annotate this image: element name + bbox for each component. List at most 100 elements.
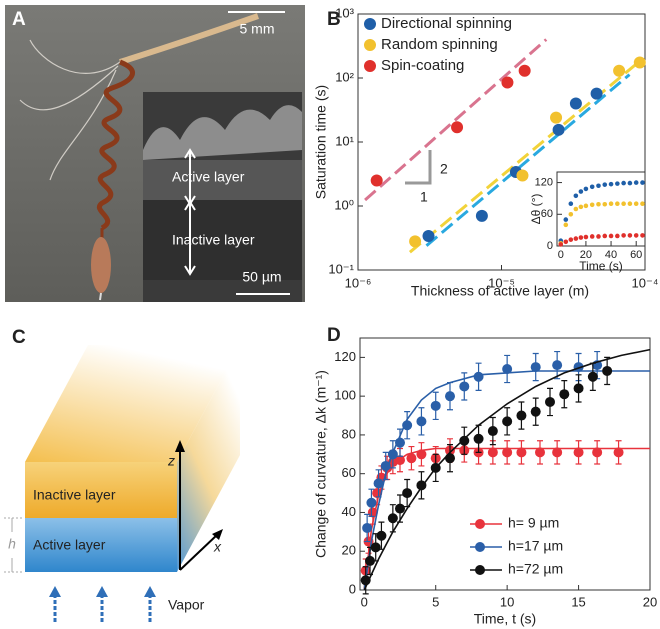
data-point <box>535 447 545 458</box>
fit-line <box>425 73 631 247</box>
y-tick-label: 10² <box>335 69 354 84</box>
active-layer-label: Active layer <box>33 537 106 553</box>
data-point <box>596 183 601 189</box>
data-point <box>563 239 569 245</box>
data-point <box>487 447 498 458</box>
data-point <box>558 242 564 247</box>
data-point <box>376 530 387 541</box>
data-point <box>615 201 620 207</box>
photo <box>5 5 305 302</box>
data-point <box>563 222 569 228</box>
data-point <box>621 201 626 207</box>
y-tick-label: 0 <box>547 240 553 252</box>
data-point <box>380 460 391 471</box>
data-point <box>387 449 398 460</box>
legend-label: h= 9 µm <box>508 515 559 531</box>
data-point <box>621 180 626 186</box>
data-point <box>530 406 541 417</box>
data-point <box>596 201 601 207</box>
data-point <box>473 371 484 382</box>
data-point <box>372 488 383 499</box>
data-point <box>568 201 574 207</box>
data-point <box>370 542 381 553</box>
z-axis-label: z <box>167 453 175 469</box>
data-point <box>402 488 413 499</box>
panel-label: C <box>12 327 26 348</box>
data-point <box>602 182 608 187</box>
data-point <box>589 234 595 239</box>
data-point <box>545 396 555 407</box>
y-tick-label: 60 <box>541 208 553 220</box>
data-point <box>627 180 633 186</box>
data-point <box>640 201 645 207</box>
legend-label: Directional spinning <box>381 15 512 32</box>
legend-label: h=72 µm <box>508 561 563 577</box>
data-point <box>416 416 427 427</box>
data-point <box>552 360 563 371</box>
data-point <box>367 507 378 518</box>
y-tick-label: 80 <box>342 426 356 441</box>
scale-bar-label: 5 mm <box>240 21 275 37</box>
data-point <box>416 480 427 491</box>
data-point <box>589 184 595 190</box>
data-point <box>573 236 579 241</box>
data-point <box>573 193 579 199</box>
y-tick-label: 10⁰ <box>334 197 354 212</box>
legend-marker <box>475 519 485 529</box>
data-point <box>633 56 646 69</box>
data-point <box>568 211 574 217</box>
data-point <box>568 237 574 242</box>
panel-label: B <box>327 9 341 30</box>
data-point <box>502 416 513 427</box>
inset-scale-bar-label: 50 µm <box>242 269 281 285</box>
data-point <box>589 202 595 208</box>
data-point <box>516 169 529 182</box>
data-point <box>573 206 579 212</box>
data-point <box>473 433 484 444</box>
y-tick-label: 10³ <box>335 5 354 20</box>
y-axis-title: Saturation time (s) <box>313 85 329 199</box>
y-tick-label: 40 <box>342 504 356 519</box>
data-point <box>373 478 384 489</box>
x-tick-label: 10⁻⁶ <box>345 275 372 290</box>
data-point <box>395 437 405 448</box>
data-point <box>451 121 464 134</box>
x-tick-label: 15 <box>571 594 585 609</box>
x-tick-label: 10⁻⁴ <box>632 275 659 290</box>
data-point <box>608 201 614 207</box>
legend-marker <box>364 60 376 72</box>
x-tick-label: 0 <box>361 594 368 609</box>
data-point <box>395 455 405 466</box>
x-axis-title: Time (s) <box>579 259 623 273</box>
data-point <box>559 389 570 400</box>
inactive-layer-label: Inactive layer <box>172 232 255 248</box>
inactive-layer-label: Inactive layer <box>33 487 116 503</box>
data-point <box>613 447 624 458</box>
data-point <box>445 453 455 464</box>
y-tick-label: 60 <box>342 465 356 480</box>
data-point <box>596 234 601 239</box>
plot-frame <box>359 337 651 591</box>
legend-label: Spin-coating <box>381 57 464 74</box>
x-tick-label: 20 <box>580 249 592 261</box>
data-point <box>516 447 527 458</box>
data-point <box>387 513 398 524</box>
data-point <box>578 204 584 210</box>
data-point <box>621 233 626 238</box>
slope-label: 1 <box>420 189 428 205</box>
data-point <box>365 555 375 566</box>
data-point <box>518 64 531 77</box>
panel-label: A <box>12 9 26 30</box>
y-tick-label: 10⁻¹ <box>328 261 354 276</box>
data-point <box>633 180 639 185</box>
data-point <box>627 201 633 207</box>
fit-line <box>408 58 643 254</box>
y-axis-title: Δθ (°) <box>529 194 543 225</box>
y-tick-label: 10¹ <box>335 133 354 148</box>
data-point <box>613 64 626 77</box>
x-tick-label: 0 <box>558 249 564 261</box>
data-point <box>592 447 603 458</box>
data-point <box>615 181 620 186</box>
y-tick-label: 120 <box>535 176 553 188</box>
